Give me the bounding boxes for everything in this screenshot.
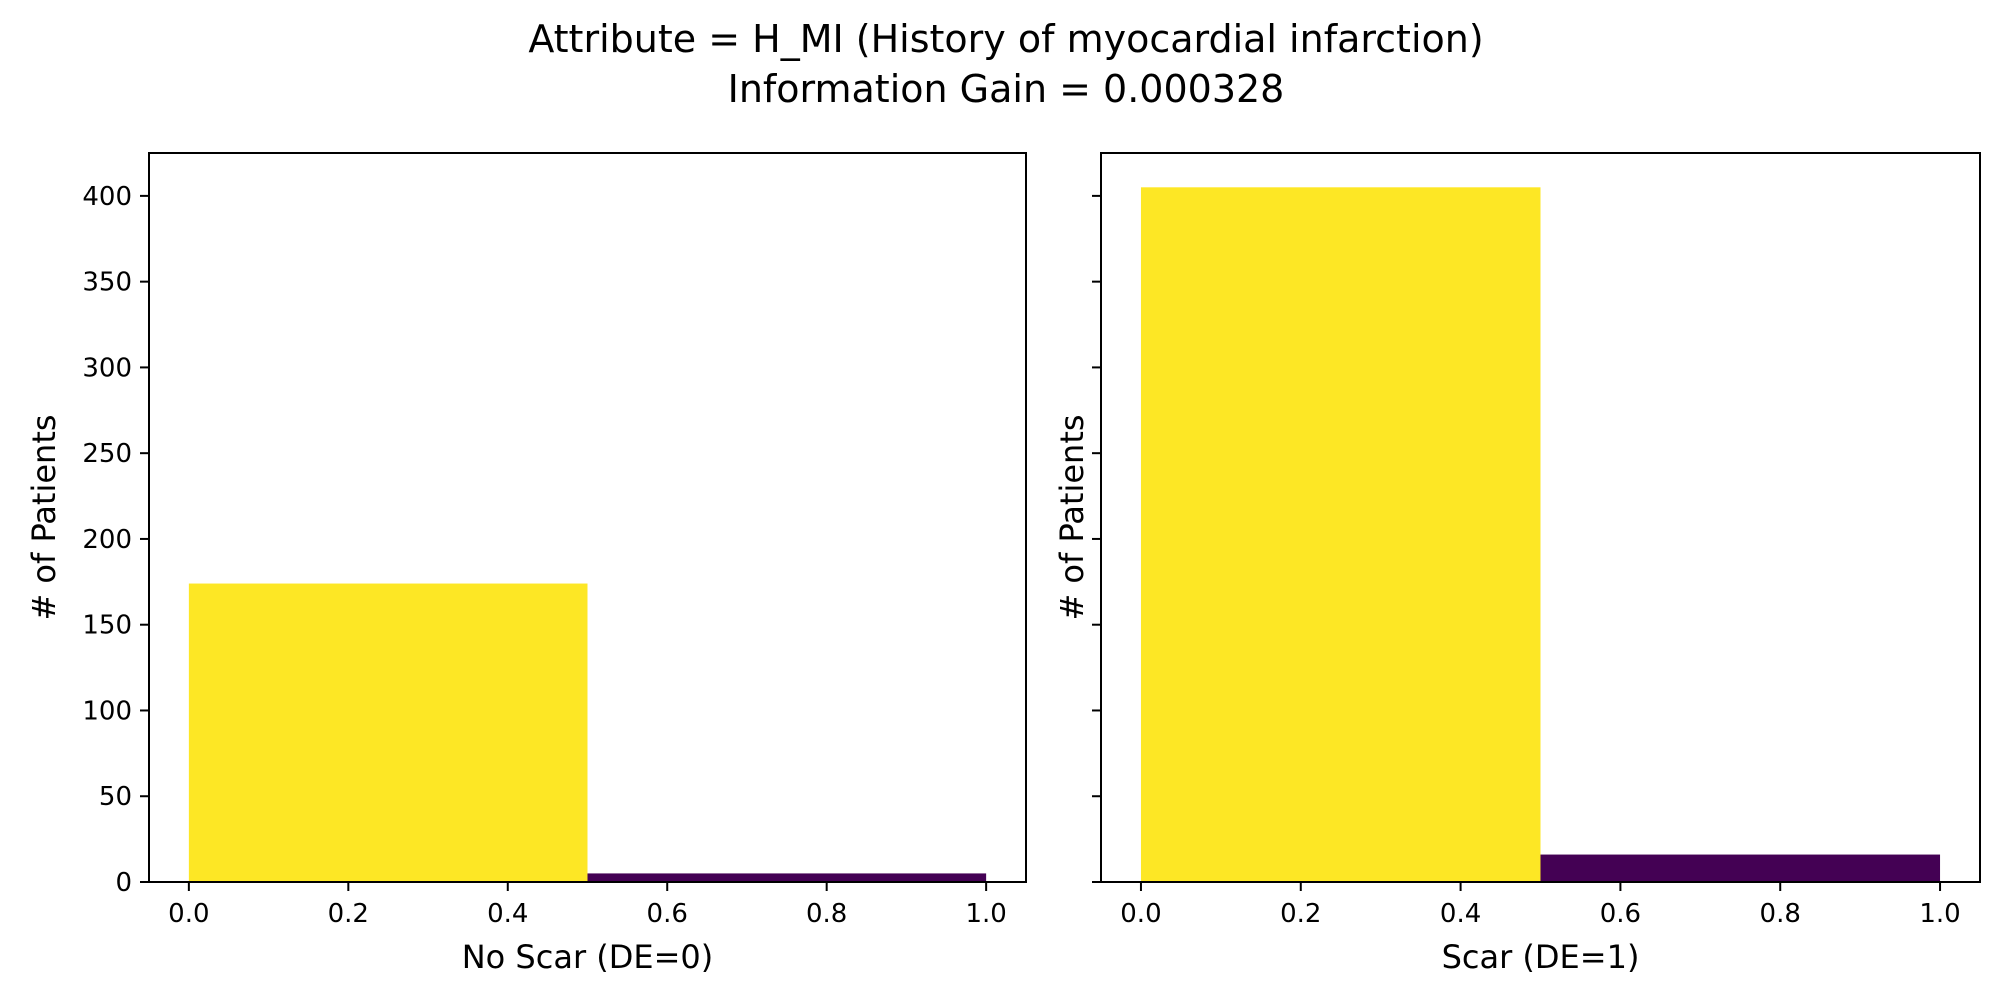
subplot-1-xtick-label-3: 0.4 [487,899,528,929]
subplot-1-frame [148,152,1027,883]
figure-title-line1: Attribute = H_MI (History of myocardial … [528,17,1483,61]
subplot-2-xtick-label-6: 1.0 [1919,899,1960,929]
subplot-1-bar-1 [188,583,588,882]
subplot-1-xtick-label-4: 0.6 [647,899,688,929]
subplot-1-xtick-label-2: 0.2 [328,899,369,929]
subplot-1-ytick-label-9: 400 [82,182,132,212]
subplot-1-ytick-label-5: 200 [82,525,132,555]
subplot-1-xlabel: No Scar (DE=0) [462,938,714,976]
subplot-2-frame [1100,152,1981,883]
subplot-2: 0.0 0.2 0.4 0.6 0.8 1.0 Scar (DE=1) # of Patien… [1053,152,1981,976]
subplot-2-ylabel: # of Patients [1053,414,1091,620]
subplot-1-ytick-label-2: 50 [99,782,132,812]
subplot-1-ytick-label-7: 300 [82,353,132,383]
subplot-1-ytick-label-6: 250 [82,439,132,469]
subplot-2-xtick-label-5: 0.8 [1760,899,1801,929]
subplots: 0.0 0.2 0.4 0.6 0.8 1.0 0 50 100 150 200 250 300 350 4… [25,152,1981,976]
subplot-1-ylabel: # of Patients [25,414,63,620]
subplot-1-ytick-label-3: 100 [82,696,132,726]
subplot-2-bar-1 [1140,187,1541,882]
subplot-2-xlabel: Scar (DE=1) [1442,938,1640,976]
figure-title-line2: Information Gain = 0.000328 [728,67,1285,111]
subplot-1-xtick-label-1: 0.0 [168,899,209,929]
subplot-1-ytick-label-1: 0 [115,868,132,898]
subplot-1-xtick-label-6: 1.0 [965,899,1006,929]
subplot-1-xtick-label-5: 0.8 [806,899,847,929]
subplot-1-ytick-label-4: 150 [82,611,132,641]
subplot-2-xtick-label-2: 0.2 [1280,899,1321,929]
subplot-2-xtick-label-1: 0.0 [1120,899,1161,929]
subplot-2-xtick-label-3: 0.4 [1440,899,1481,929]
subplot-1-ytick-label-8: 350 [82,268,132,298]
subplot-2-bar-2 [1540,854,1941,882]
subplot-1-bar-2 [587,873,987,882]
subplot-2-xtick-label-4: 0.6 [1600,899,1641,929]
subplot-1: 0.0 0.2 0.4 0.6 0.8 1.0 0 50 100 150 200 250 300 350 4… [25,152,1027,976]
